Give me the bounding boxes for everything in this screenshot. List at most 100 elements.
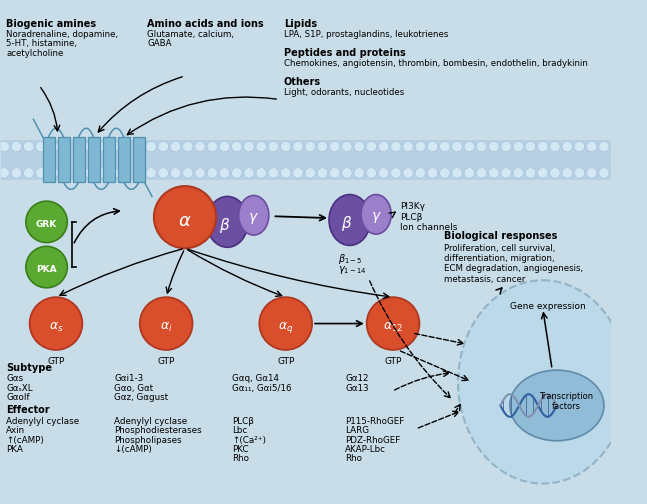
Text: Chemokines, angiotensin, thrombin, bombesin, endothelin, bradykinin: Chemokines, angiotensin, thrombin, bombe… [284,59,587,68]
Text: Gαs: Gαs [6,374,23,384]
Text: $\alpha_q$: $\alpha_q$ [278,320,294,335]
Circle shape [26,246,67,288]
Circle shape [170,142,181,152]
Circle shape [0,142,10,152]
Text: Rho: Rho [232,455,249,463]
Text: Transcription
factors: Transcription factors [539,392,593,411]
Circle shape [219,168,230,178]
Text: P115-RhoGEF: P115-RhoGEF [345,417,404,426]
Circle shape [154,186,216,248]
Circle shape [97,168,107,178]
Circle shape [219,142,230,152]
Circle shape [60,168,71,178]
Circle shape [464,168,474,178]
Circle shape [72,142,83,152]
Circle shape [415,168,426,178]
Text: Gαo, Gαt: Gαo, Gαt [115,384,153,393]
Circle shape [575,168,585,178]
Ellipse shape [239,196,269,235]
Circle shape [305,142,315,152]
Circle shape [0,168,10,178]
Circle shape [342,142,352,152]
Text: GABA: GABA [148,39,172,48]
Circle shape [207,168,217,178]
Circle shape [182,142,193,152]
Circle shape [281,142,291,152]
Circle shape [391,142,401,152]
Circle shape [293,168,303,178]
Text: Lbc: Lbc [232,426,247,435]
Circle shape [513,142,523,152]
Circle shape [403,142,413,152]
Circle shape [538,168,548,178]
Text: PKC: PKC [232,445,248,454]
Circle shape [140,297,193,350]
Circle shape [342,168,352,178]
Text: ↓(cAMP): ↓(cAMP) [115,445,152,454]
Text: Gα₁₁, Gαi5/16: Gα₁₁, Gαi5/16 [232,384,292,393]
Circle shape [391,168,401,178]
Circle shape [256,142,267,152]
Circle shape [244,142,254,152]
Circle shape [305,168,315,178]
Circle shape [476,168,487,178]
Circle shape [158,168,168,178]
Text: GRK: GRK [36,220,57,229]
Text: Gαolf: Gαolf [6,393,30,402]
Text: GTP: GTP [157,357,175,366]
Text: PI3Kγ
PLCβ
Ion channels: PI3Kγ PLCβ Ion channels [400,202,457,232]
Circle shape [122,168,132,178]
Text: Noradrenaline, dopamine,: Noradrenaline, dopamine, [6,30,118,39]
Text: Light, odorants, nucleotides: Light, odorants, nucleotides [284,88,404,97]
Circle shape [259,297,312,350]
Ellipse shape [361,195,391,234]
Circle shape [317,142,327,152]
Circle shape [293,142,303,152]
Circle shape [317,168,327,178]
Circle shape [550,142,560,152]
Circle shape [134,168,144,178]
Circle shape [122,142,132,152]
Bar [1,140,611,179]
Bar [133,137,146,182]
Circle shape [48,142,58,152]
Circle shape [182,168,193,178]
Bar [88,137,100,182]
Circle shape [550,168,560,178]
Circle shape [269,142,279,152]
Circle shape [488,142,499,152]
Circle shape [146,142,157,152]
Circle shape [26,201,67,242]
Text: Subtype: Subtype [6,363,52,373]
Circle shape [30,297,82,350]
Circle shape [354,168,364,178]
Bar [58,137,70,182]
Circle shape [23,168,34,178]
Text: $\alpha_s$: $\alpha_s$ [49,321,63,334]
Circle shape [11,168,21,178]
Circle shape [85,142,95,152]
Text: $\beta$: $\beta$ [341,214,353,233]
Circle shape [366,142,377,152]
Circle shape [428,142,438,152]
Text: $\alpha$: $\alpha$ [178,212,192,230]
Circle shape [501,168,511,178]
Text: Gα12: Gα12 [345,374,369,384]
Text: LARG: LARG [345,426,369,435]
Ellipse shape [206,197,248,247]
Text: $\beta_{1-5}$: $\beta_{1-5}$ [338,252,363,266]
Circle shape [428,168,438,178]
Ellipse shape [329,195,371,245]
Circle shape [109,142,120,152]
Text: $\gamma$: $\gamma$ [371,210,382,225]
Circle shape [415,142,426,152]
Circle shape [378,142,389,152]
Circle shape [598,168,609,178]
Circle shape [476,142,487,152]
Circle shape [85,168,95,178]
Circle shape [378,168,389,178]
Circle shape [367,297,419,350]
Bar [118,137,131,182]
Circle shape [538,142,548,152]
Text: Peptides and proteins: Peptides and proteins [284,48,406,57]
